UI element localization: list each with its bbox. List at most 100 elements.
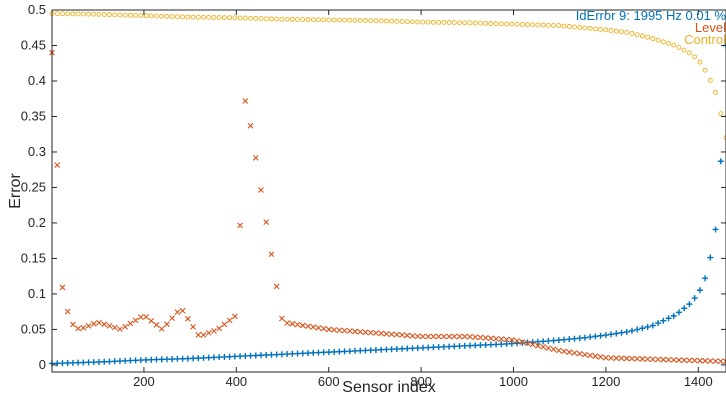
series-0-point <box>378 346 385 353</box>
series-2-point <box>587 25 593 31</box>
series-1-point <box>550 346 557 353</box>
series-1-point <box>524 340 531 347</box>
series-1 <box>49 49 726 365</box>
series-2-point <box>169 14 175 19</box>
series-2-point <box>227 15 233 21</box>
series-1-point <box>132 317 139 324</box>
series-2-point <box>258 16 264 22</box>
series-2-point <box>148 13 154 19</box>
series-1-point <box>252 155 259 161</box>
series-1-point <box>472 334 479 341</box>
series-2-point <box>91 11 97 17</box>
y-tick-label: 0.35 <box>21 108 46 123</box>
series-2-point <box>310 17 316 23</box>
series-1-point <box>336 327 343 334</box>
series-2-point <box>321 17 327 23</box>
series-1-point <box>216 325 223 332</box>
series-1-point <box>237 222 243 229</box>
series-2-point <box>363 18 368 23</box>
series-2-point <box>122 12 128 18</box>
series-2-point <box>655 37 661 43</box>
series-1-point <box>231 313 238 320</box>
series-0-point <box>195 355 202 362</box>
series-1-point <box>493 335 499 342</box>
series-0-point <box>712 226 719 233</box>
series-2-point <box>535 22 541 28</box>
series-1-point <box>294 321 301 328</box>
series-0-point <box>440 343 447 350</box>
series-1-point <box>608 355 614 361</box>
series-0-point <box>691 295 698 302</box>
series-0-point <box>106 358 113 365</box>
series-1-point <box>341 327 348 334</box>
series-1-point <box>357 328 364 335</box>
series-2-point <box>415 19 421 25</box>
series-1-point <box>284 320 291 326</box>
series-0-point <box>200 354 207 361</box>
series-1-point <box>148 317 155 324</box>
series-1-point <box>399 332 405 338</box>
series-0-point <box>310 349 317 356</box>
series-1-point <box>707 358 714 364</box>
series-1-point <box>587 352 594 359</box>
series-0-point <box>597 332 604 339</box>
series-0-point <box>602 332 609 339</box>
series-1-point <box>273 283 280 290</box>
series-1-point <box>117 326 123 333</box>
series-2-point <box>70 11 76 17</box>
series-2-point <box>467 20 473 26</box>
y-tick-label: 0.3 <box>28 144 46 159</box>
series-2-point <box>342 17 348 23</box>
series-1-point <box>681 357 688 364</box>
series-1-point <box>670 357 677 363</box>
series-1-point <box>221 321 228 328</box>
series-2-point <box>75 11 81 17</box>
series-0-point <box>169 356 176 363</box>
series-0-point <box>59 360 66 367</box>
series-0-point <box>634 326 641 333</box>
series-0-point <box>540 338 547 345</box>
x-axis-label: Sensor index <box>342 379 435 396</box>
series-2-point <box>509 21 515 27</box>
series-0-point <box>419 344 426 351</box>
series-0-point <box>372 346 379 353</box>
series-2-point <box>629 30 635 36</box>
series-0-point <box>581 334 588 341</box>
series-1-point <box>64 308 71 315</box>
series-1-point <box>169 315 176 322</box>
series-2-point <box>357 17 363 23</box>
series-2-point <box>274 16 280 22</box>
series-2-point <box>206 14 212 20</box>
series-2-point <box>347 17 353 23</box>
series-0-point <box>550 337 557 344</box>
series-0-point <box>608 331 615 338</box>
series-0-point <box>336 348 343 355</box>
series-1-point <box>477 334 484 341</box>
series-0-point <box>655 320 662 327</box>
series-0-point <box>85 359 92 366</box>
series-1-point <box>535 342 541 349</box>
series-1-point <box>461 333 468 340</box>
series-0-point <box>414 345 421 352</box>
series-0-point <box>174 355 181 362</box>
series-1-point <box>75 325 82 332</box>
series-1-point <box>320 325 327 332</box>
series-1-point <box>153 321 160 328</box>
series-2-point <box>561 23 567 29</box>
series-2-point <box>577 25 583 30</box>
series-0-point <box>534 338 541 345</box>
series-1-point <box>263 219 270 226</box>
series-1-point <box>404 332 411 339</box>
series-0-point <box>216 354 223 361</box>
x-tick-label: 1400 <box>684 374 713 389</box>
series-0-point <box>184 355 191 362</box>
series-1-point <box>623 355 630 362</box>
series-0-point <box>717 158 724 165</box>
series-0-point <box>670 312 677 319</box>
series-1-point <box>122 323 129 330</box>
series-2-point <box>713 89 719 95</box>
series-2-point <box>331 17 337 23</box>
legend-entry-level: Level <box>695 20 726 35</box>
series-1-point <box>723 358 726 365</box>
series-2-point <box>686 50 692 56</box>
